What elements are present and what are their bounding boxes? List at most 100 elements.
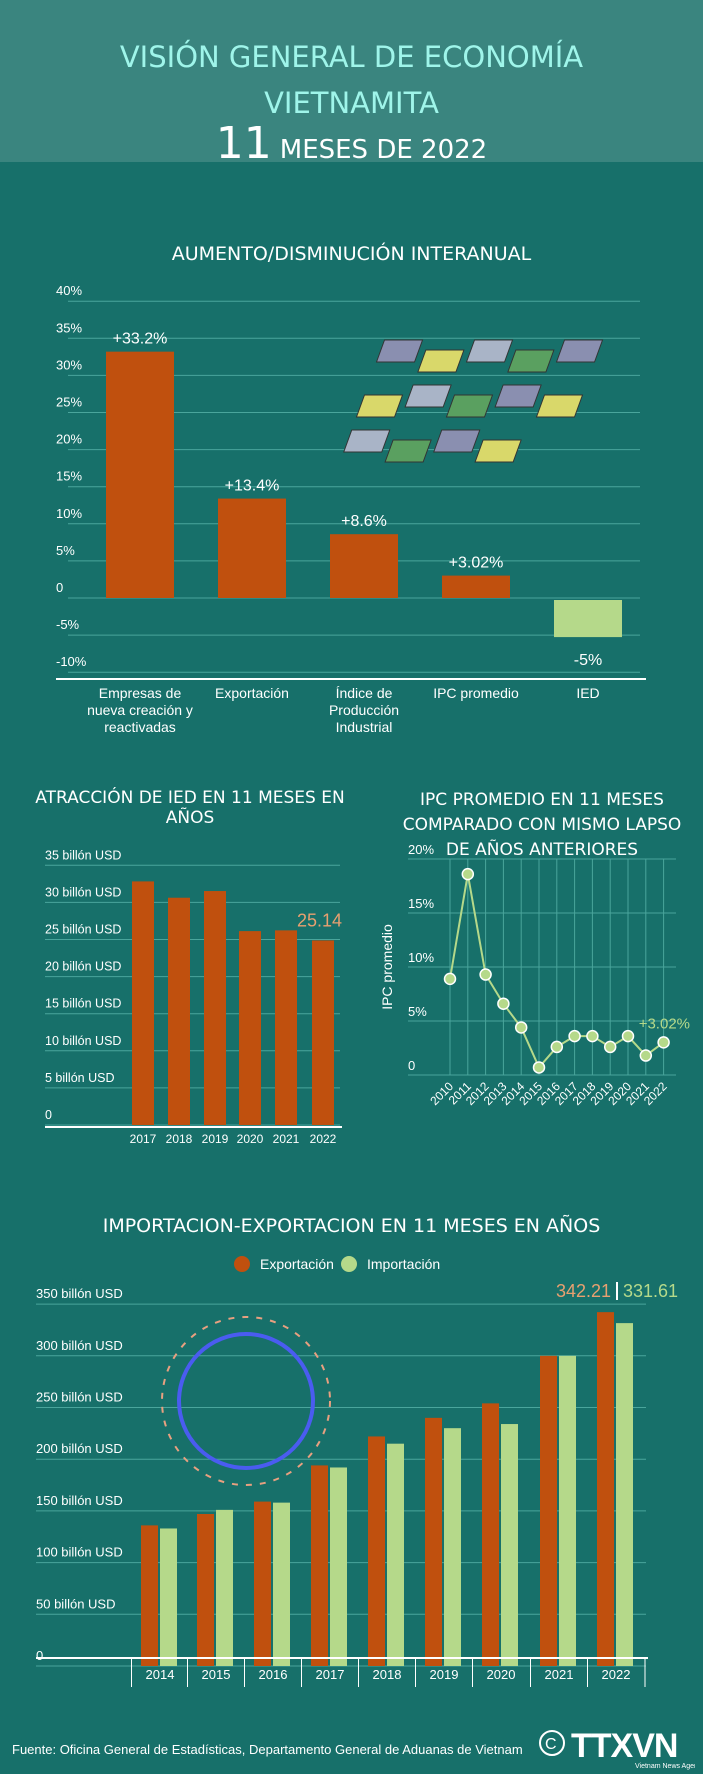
y-tick-label: 25 billón USD	[45, 923, 121, 937]
svg-text:Vietnam News Agency: Vietnam News Agency	[635, 1763, 695, 1770]
x-tick-label: 2020	[237, 1132, 264, 1146]
y-tick-label: 150 billón USD	[36, 1493, 123, 1508]
y-tick-label: 15%	[56, 469, 82, 484]
x-tick-label: 2022	[310, 1132, 337, 1146]
y-tick-label: 25%	[56, 395, 82, 410]
machine-shape	[384, 439, 432, 463]
legend-label: Exportación	[260, 1256, 334, 1272]
chart3-title: IPC PROMEDIO EN 11 MESES COMPARADO CON M…	[402, 790, 682, 860]
bar	[330, 534, 398, 598]
x-tick-label: 2021	[545, 1667, 574, 1682]
x-tick-label: 2016	[259, 1667, 288, 1682]
x-tick-label: Empresas de	[99, 685, 182, 701]
data-point	[443, 972, 457, 986]
chart-fdi: 0 5 billón USD 10 billón USD 15 billón USD 2…	[45, 848, 342, 1146]
bar-import	[160, 1528, 177, 1666]
y-tick-label: 5%	[56, 543, 75, 558]
machine-shape	[343, 429, 391, 453]
y-tick-label: 20%	[408, 842, 434, 857]
y-tick-label: -5%	[56, 617, 80, 632]
subtitle: 11 MESES DE 2022	[0, 118, 703, 169]
y-tick-label: 20%	[56, 432, 82, 447]
y-tick-label: 350 billón USD	[36, 1286, 123, 1301]
data-point	[603, 1040, 617, 1054]
data-point	[532, 1061, 546, 1074]
data-point	[639, 1049, 653, 1062]
y-tick-label: 0	[36, 1648, 43, 1663]
chart-yoy: -10% -5% 0 5% 10% 15% 20% 25% 30% 35% 40% +33.2% Emp…	[56, 283, 646, 735]
x-tick-label: 2019	[430, 1667, 459, 1682]
y-tick-label: 15%	[408, 896, 434, 911]
y-tick-label: 5%	[408, 1004, 427, 1019]
bar	[168, 897, 190, 1125]
data-label: +8.6%	[341, 513, 387, 530]
chart2-title: ATRACCIÓN DE IED EN 11 MESES EN AÑOS	[35, 788, 345, 828]
machine-shape	[555, 339, 604, 363]
title-line1: VISIÓN GENERAL DE ECONOMÍA	[119, 40, 584, 74]
y-tick-label: 40%	[56, 283, 82, 298]
data-point	[586, 1029, 599, 1043]
bar	[554, 600, 622, 638]
y-tick-label: 35%	[56, 320, 82, 335]
data-point	[550, 1040, 564, 1054]
x-tick-label: Industrial	[336, 719, 393, 735]
y-tick-label: 20 billón USD	[45, 960, 121, 974]
x-tick-label: nueva creación y	[87, 702, 193, 718]
chart-cpi: 05%10%15%20%2010201120122013201420152016…	[379, 842, 690, 1108]
y-tick-label: 250 billón USD	[36, 1390, 123, 1405]
chart4-title: IMPORTACION-EXPORTACION EN 11 MESES EN A…	[102, 1215, 601, 1237]
svg-text:TTXVN: TTXVN	[571, 1727, 677, 1765]
y-tick-label: 200 billón USD	[36, 1441, 123, 1456]
y-tick-label: 300 billón USD	[36, 1338, 123, 1353]
y-tick-label: 35 billón USD	[45, 848, 121, 862]
y-tick-label: 10%	[408, 950, 434, 965]
machine-shape	[445, 394, 494, 418]
y-tick-label: 100 billón USD	[36, 1545, 123, 1560]
bar-export	[311, 1465, 328, 1666]
y-tick-label: 5 billón USD	[45, 1071, 114, 1085]
data-label: +3.02%	[639, 1015, 690, 1032]
machine-shape	[474, 439, 522, 463]
bar-export	[425, 1417, 442, 1666]
x-tick-label: 2018	[166, 1132, 193, 1146]
bar-export	[141, 1525, 158, 1666]
data-label: +13.4%	[225, 478, 280, 495]
machine-shape	[375, 339, 424, 363]
x-tick-label: 2017	[316, 1667, 345, 1682]
bar	[204, 891, 226, 1125]
y-tick-label: 30 billón USD	[45, 885, 121, 899]
factory-illustration	[343, 339, 604, 463]
data-label: 25.14	[297, 910, 342, 930]
bar-import	[444, 1428, 461, 1666]
bar-import	[559, 1355, 576, 1666]
bar	[275, 930, 297, 1125]
bar-export	[254, 1501, 271, 1666]
x-tick-label: Producción	[329, 702, 399, 718]
source-note: Fuente: Oficina General de Estadísticas,…	[12, 1742, 523, 1757]
data-point	[514, 1021, 528, 1034]
machine-shape	[535, 394, 584, 418]
machine-shape	[507, 349, 555, 373]
legend-swatch-export	[234, 1256, 250, 1272]
machine-shape	[404, 384, 452, 408]
months-text: MESES DE 2022	[279, 135, 488, 165]
bar-import	[330, 1467, 347, 1666]
x-tick-label: Exportación	[215, 685, 289, 701]
globe-illustration	[177, 1332, 315, 1470]
machine-shape	[494, 384, 542, 408]
x-tick-label: 2020	[487, 1667, 516, 1682]
x-tick-label: 2014	[146, 1667, 175, 1682]
bar	[239, 931, 261, 1125]
title-line2: VIETNAMITA	[264, 86, 439, 120]
machine-shape	[355, 394, 404, 418]
bar-import	[216, 1509, 233, 1666]
data-point	[479, 968, 492, 981]
data-label: -5%	[574, 652, 602, 669]
bar	[312, 940, 334, 1125]
machine-shape	[417, 349, 465, 373]
header-banner	[0, 0, 703, 162]
bar-import	[387, 1443, 404, 1666]
globe-orbit	[161, 1316, 331, 1486]
data-label: +33.2%	[113, 331, 168, 348]
chart-trade: 0 50 billón USD 100 billón USD 150 billón U…	[36, 1256, 678, 1687]
